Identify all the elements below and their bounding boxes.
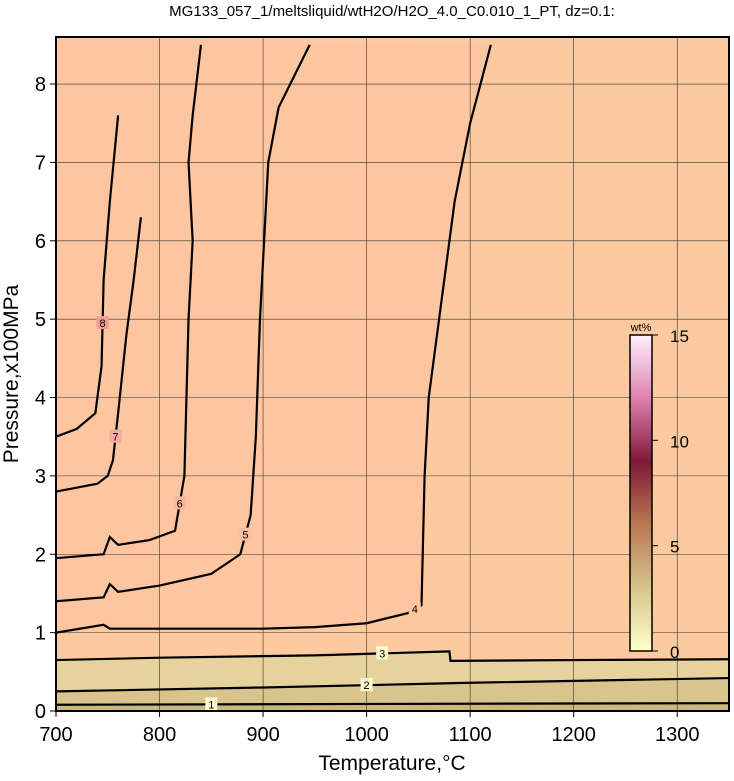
colorbar [629, 334, 653, 652]
y-tick-label: 2 [35, 544, 46, 566]
contour-label-box [205, 697, 218, 711]
colorbar-label: wt% [630, 322, 652, 334]
contour-fill [56, 37, 491, 633]
y-axis-label: Pressure,x100MPa [0, 284, 23, 463]
y-tick-label: 5 [35, 309, 46, 331]
contour-label-box [173, 496, 186, 510]
y-tick-label: 7 [35, 152, 46, 174]
y-tick-label: 0 [35, 701, 46, 723]
contour-label-box [109, 429, 122, 443]
contour-label: 2 [364, 680, 370, 692]
contour-line [56, 115, 120, 438]
y-tick-label: 6 [35, 231, 46, 253]
y-tick-label: 3 [35, 466, 46, 488]
chart-title: MG133_057_1/meltsliquid/wtH2O/H2O_4.0_C0… [169, 3, 615, 20]
x-tick-label: 1100 [449, 724, 492, 746]
contour-label-box [239, 527, 252, 541]
contour-label-box [376, 646, 389, 660]
colorbar-tick-label: 10 [670, 432, 689, 451]
contour-label: 3 [379, 648, 385, 660]
contour-label: 5 [242, 530, 248, 542]
contour-label-box [360, 678, 373, 692]
contour-label: 8 [100, 318, 106, 330]
y-tick-label: 8 [35, 74, 46, 96]
contour-line [56, 702, 729, 706]
contour-label-box [96, 316, 109, 330]
y-tick-label: 4 [35, 388, 46, 410]
x-tick-label: 1000 [344, 724, 389, 746]
colorbar-tick-label: 0 [670, 643, 679, 662]
colorbar-tick-label: 5 [670, 538, 679, 557]
y-tick-label: 1 [35, 623, 46, 645]
x-tick-label: 800 [143, 724, 176, 746]
contour-label: 6 [177, 498, 183, 510]
x-axis-label: Temperature,°C [318, 752, 465, 775]
contour-line [56, 44, 492, 634]
x-tick-label: 900 [246, 724, 279, 746]
contour-label-box [408, 602, 421, 616]
contour-label: 1 [208, 699, 214, 711]
contour-line [56, 650, 729, 662]
contour-label: 4 [412, 604, 418, 616]
plot-area: 8 7 6 5 4 3 2 1 [56, 37, 729, 711]
x-tick-label: 700 [39, 724, 72, 746]
x-tick-label: 1200 [551, 724, 596, 746]
plot-frame [55, 36, 730, 712]
colorbar-tick-label: 15 [670, 327, 689, 346]
x-tick-label: 1300 [655, 724, 700, 746]
contour-label: 7 [112, 432, 118, 444]
